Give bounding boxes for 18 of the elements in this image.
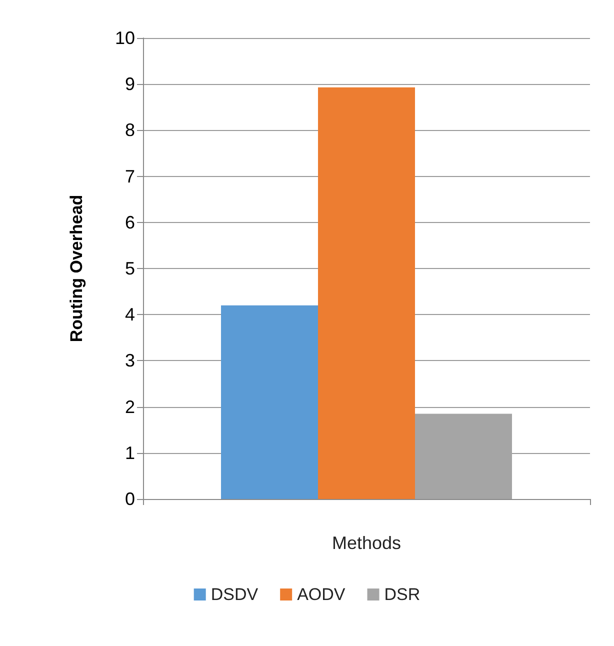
y-tick-label: 1 — [124, 442, 135, 463]
y-tick-label: 6 — [124, 212, 135, 232]
legend-label: AODV — [297, 585, 346, 604]
y-tick-label: 4 — [124, 304, 135, 325]
y-tick-label: 0 — [124, 489, 135, 509]
y-tick-label: 10 — [114, 28, 135, 48]
y-tick-label: 7 — [124, 166, 135, 186]
x-axis-title: Methods — [332, 533, 402, 553]
y-tick-label: 3 — [124, 350, 135, 371]
y-tick-label: 2 — [124, 396, 135, 417]
legend-label: DSDV — [210, 585, 259, 604]
y-tick-label: 9 — [124, 74, 135, 94]
y-tick-label: 5 — [124, 258, 135, 278]
y-axis-title: Routing Overhead — [67, 194, 86, 342]
bar — [318, 87, 415, 499]
bar — [221, 305, 318, 499]
legend-label: DSR — [384, 585, 420, 604]
y-tick-label: 8 — [124, 120, 135, 140]
